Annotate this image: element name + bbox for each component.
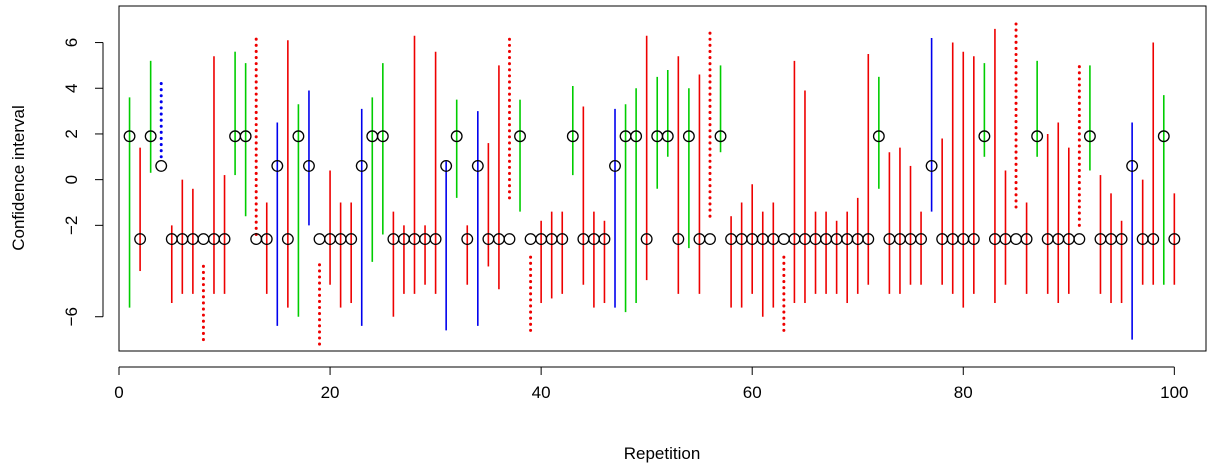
estimate-point (450, 130, 463, 143)
estimate-point (218, 233, 231, 245)
estimate-point (355, 159, 368, 172)
estimate-point (376, 130, 389, 143)
y-axis: −6 −2 0 2 4 6 (62, 38, 104, 326)
estimate-point (134, 233, 147, 245)
interval-layer (128, 20, 1176, 346)
estimate-point (915, 233, 928, 245)
estimate-point (1083, 130, 1096, 143)
estimate-point (872, 130, 885, 143)
estimate-point (123, 130, 136, 143)
estimate-point (1031, 130, 1044, 143)
estimate-point (714, 130, 727, 143)
x-axis: 0 20 40 60 80 100 (114, 366, 1189, 402)
estimate-point (672, 233, 685, 245)
estimate-point (1073, 233, 1086, 245)
estimate-point (1168, 233, 1181, 245)
x-axis-label: Repetition (624, 444, 701, 463)
estimate-point (1020, 233, 1033, 245)
estimate-point (1010, 233, 1022, 245)
estimate-point (514, 130, 526, 143)
estimate-point (144, 130, 157, 143)
x-tick-label: 60 (743, 383, 762, 402)
estimate-point (978, 130, 991, 143)
y-tick-label: 6 (62, 38, 81, 47)
estimate-point (598, 233, 611, 245)
estimate-point (239, 130, 252, 143)
estimate-point (260, 233, 273, 245)
estimate-point (862, 233, 875, 245)
y-tick-label: −6 (62, 307, 81, 326)
estimate-point (777, 233, 790, 245)
estimate-point (1126, 159, 1139, 172)
x-tick-label: 80 (954, 383, 973, 402)
estimate-point (1115, 233, 1128, 245)
estimate-point (345, 233, 358, 245)
y-tick-label: 0 (62, 175, 81, 184)
x-tick-label: 40 (532, 383, 551, 402)
estimate-point (313, 233, 326, 245)
estimate-point (524, 233, 537, 245)
estimate-point (967, 233, 980, 245)
estimate-point (566, 130, 579, 143)
estimate-point (155, 159, 168, 172)
estimate-point (640, 233, 653, 245)
estimate-point (271, 159, 284, 172)
estimate-point (682, 130, 695, 143)
estimate-point (471, 159, 484, 172)
estimate-point (461, 233, 474, 245)
estimate-point (281, 233, 294, 245)
x-tick-label: 20 (321, 383, 340, 402)
estimate-point (661, 130, 674, 143)
point-layer (123, 130, 1181, 245)
estimate-point (1157, 130, 1170, 143)
plot-frame (118, 5, 1207, 352)
estimate-point (197, 233, 210, 245)
y-tick-label: 4 (62, 84, 81, 93)
estimate-point (503, 233, 516, 245)
estimate-point (630, 130, 643, 143)
x-tick-label: 0 (114, 383, 123, 402)
x-tick-label: 100 (1160, 383, 1188, 402)
estimate-point (704, 233, 716, 245)
estimate-point (429, 233, 442, 245)
estimate-point (440, 159, 453, 172)
y-tick-label: 2 (62, 129, 81, 138)
y-tick-label: −2 (62, 216, 81, 235)
estimate-point (1147, 233, 1160, 245)
estimate-point (556, 233, 569, 245)
estimate-point (925, 159, 938, 172)
estimate-point (303, 159, 315, 172)
estimate-point (292, 130, 305, 143)
estimate-point (609, 159, 621, 172)
y-axis-label: Confidence interval (9, 105, 28, 251)
